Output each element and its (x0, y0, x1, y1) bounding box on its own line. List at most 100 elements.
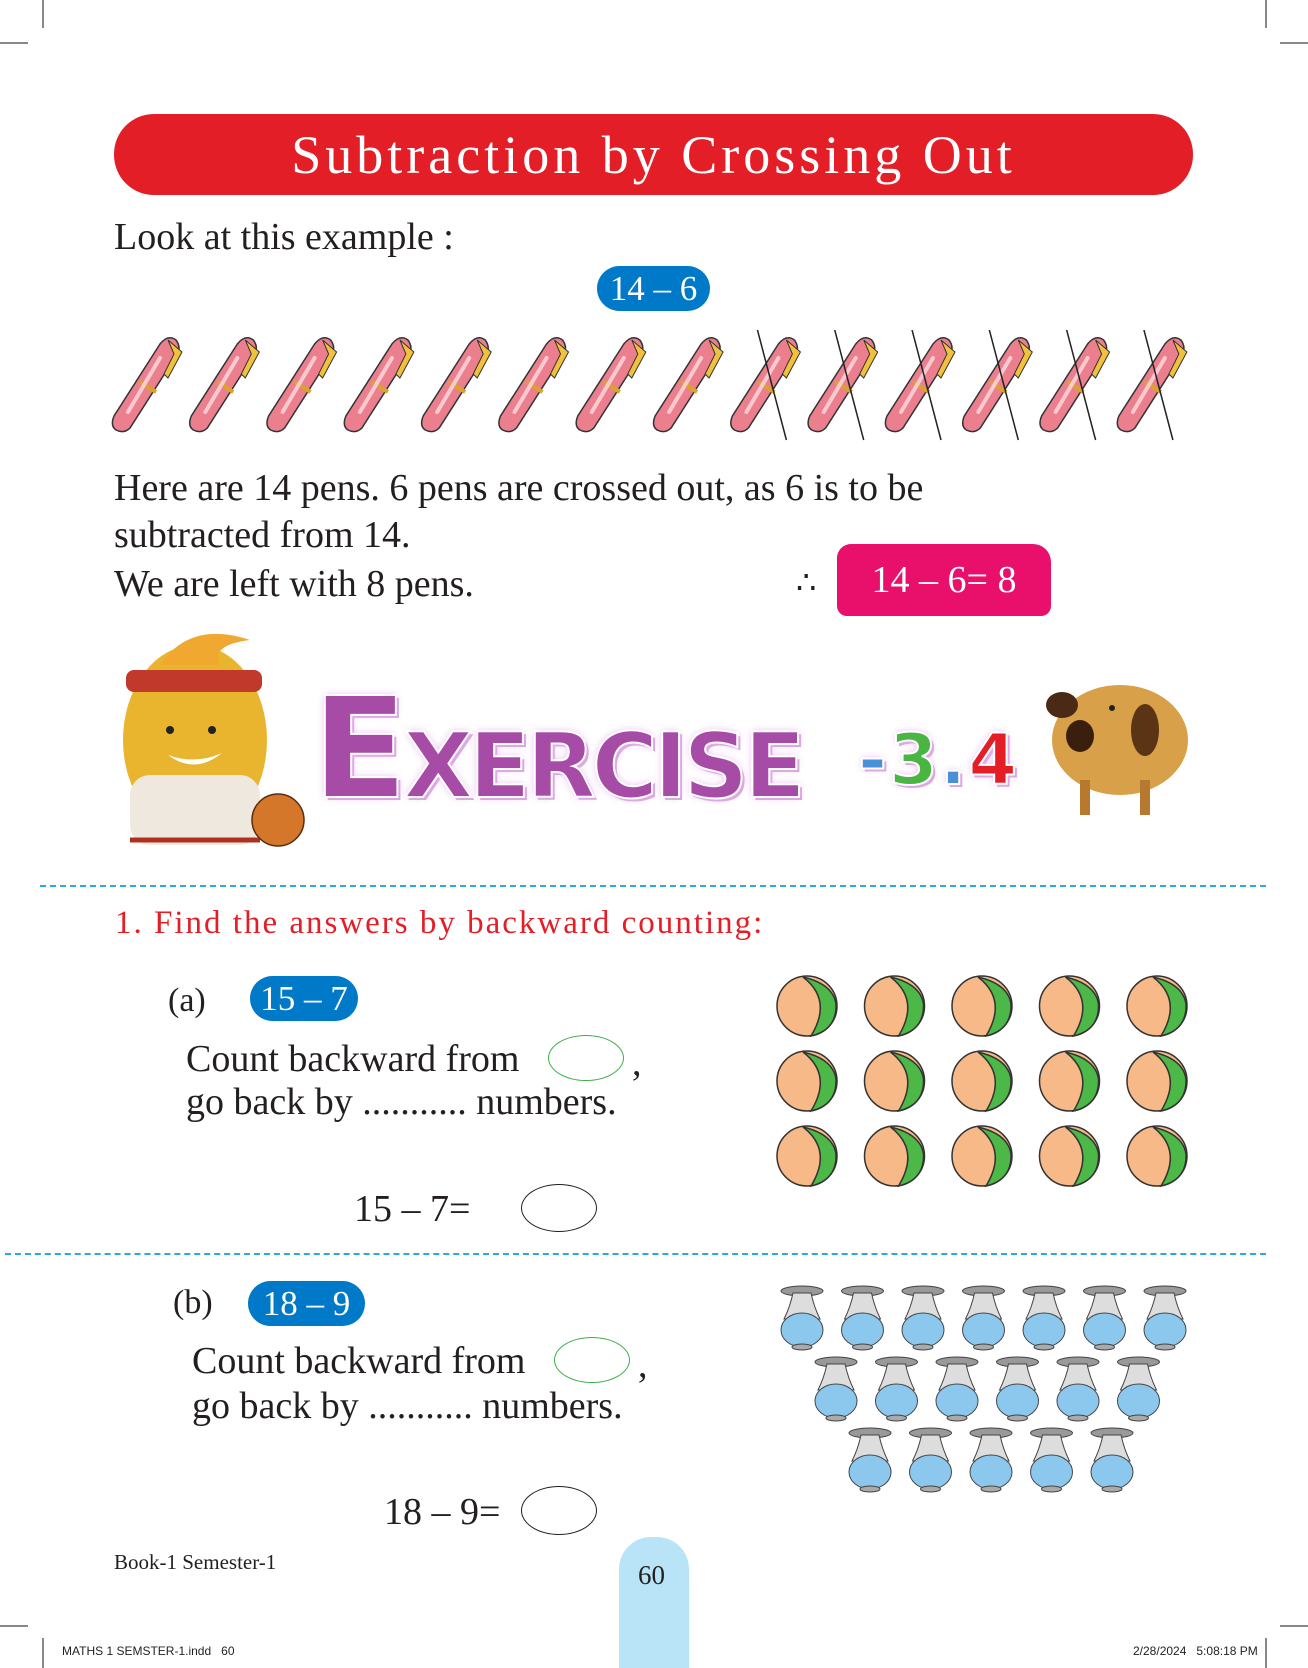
exercise-digit: 3 (888, 719, 940, 801)
pen-icon (498, 337, 570, 433)
ball-icon (776, 975, 838, 1038)
part-b-equation: 18 – 9= (384, 1491, 501, 1533)
crop-mark (0, 42, 28, 44)
page-title: Subtraction by Crossing Out (114, 114, 1193, 195)
vase-icon (1030, 1427, 1073, 1493)
ball-icon (863, 1050, 926, 1113)
exercise-word: EXERCISE (311, 667, 807, 832)
exercise-digit: 4 (967, 719, 1020, 801)
part-a-start-answer[interactable] (548, 1035, 624, 1081)
ball-icon (1126, 1050, 1188, 1113)
part-b-count-text: Count backward from (192, 1340, 526, 1382)
example-expression: 14 – 6 (597, 266, 710, 311)
vase-icon (935, 1356, 979, 1422)
comma: , (638, 1344, 648, 1386)
ball-icon (776, 1125, 838, 1188)
ball-icon (1038, 975, 1101, 1038)
ball-icon (1038, 1050, 1101, 1113)
crop-mark (1265, 0, 1267, 28)
pen-icon (575, 337, 647, 433)
part-b-start-answer[interactable] (554, 1337, 630, 1383)
vase-icon (841, 1285, 884, 1351)
explanation-line: We are left with 8 pens. (114, 563, 474, 605)
part-a-label: (a) (168, 982, 206, 1019)
mascot-illustration (123, 633, 305, 847)
file-name: MATHS 1 SEMSTER-1.indd 60 (62, 1644, 235, 1658)
part-b-label: (b) (173, 1284, 213, 1321)
question-heading: 1. Find the answers by backward counting… (115, 905, 765, 941)
vase-icon (1022, 1285, 1066, 1351)
vase-icon (780, 1285, 824, 1351)
crossed-pen-icon (1039, 330, 1111, 441)
vase-icon (901, 1285, 945, 1351)
pen-icon (420, 337, 492, 433)
part-b-answer[interactable] (521, 1486, 597, 1535)
balls-illustration (776, 975, 1188, 1188)
vase-icon (962, 1285, 1005, 1351)
result-box: 14 – 6= 8 (837, 544, 1051, 616)
page-number-tab (619, 1537, 689, 1668)
section-divider (40, 885, 1266, 887)
crossed-pen-icon (730, 330, 802, 441)
part-b-expression: 18 – 9 (248, 1281, 365, 1326)
page-number: 60 (638, 1560, 665, 1590)
comma: , (632, 1042, 642, 1084)
vase-icon (814, 1356, 858, 1422)
ball-icon (951, 1050, 1013, 1113)
ball-icon (1038, 1125, 1101, 1188)
exercise-dash: - (857, 719, 890, 801)
crossed-pen-icon (1116, 330, 1188, 441)
part-a-expression: 15 – 7 (250, 976, 358, 1021)
vase-icon (848, 1427, 892, 1493)
ball-icon (863, 1125, 926, 1188)
vase-icon (1083, 1285, 1126, 1351)
explanation-line: subtracted from 14. (114, 514, 411, 556)
section-divider (5, 1253, 1266, 1255)
pen-icon (652, 337, 724, 433)
crop-mark (0, 1625, 28, 1627)
part-a-goback-text: go back by ........... numbers. (186, 1081, 617, 1123)
part-a-count-text: Count backward from (186, 1038, 520, 1080)
ball-icon (1126, 975, 1188, 1038)
timestamp: 2/28/2024 5:08:18 PM (1133, 1644, 1258, 1658)
pen-icon (266, 337, 338, 433)
vase-icon (875, 1356, 918, 1422)
crop-mark (1280, 42, 1308, 44)
ball-icon (1126, 1125, 1188, 1188)
exercise-title: EXERCISE (311, 667, 807, 832)
intro-text: Look at this example : (114, 216, 454, 258)
part-a-answer[interactable] (521, 1184, 597, 1232)
book-label: Book-1 Semester-1 (114, 1550, 277, 1574)
exercise-dot: . (939, 719, 969, 801)
vase-icon (1056, 1356, 1100, 1422)
crossed-pen-icon (961, 330, 1033, 441)
crop-mark (1265, 1638, 1267, 1668)
crop-mark (1280, 1625, 1308, 1627)
crop-mark (42, 1638, 44, 1668)
vase-icon (1090, 1427, 1134, 1493)
explanation-line: Here are 14 pens. 6 pens are crossed out… (114, 467, 924, 509)
pen-icon (111, 337, 183, 433)
ball-icon (863, 975, 926, 1038)
vases-illustration (780, 1285, 1187, 1493)
dog-illustration (1046, 685, 1188, 815)
pen-icon (343, 337, 415, 433)
vase-icon (909, 1427, 952, 1493)
vase-icon (996, 1356, 1039, 1422)
part-b-goback-text: go back by ........... numbers. (192, 1385, 623, 1427)
crop-mark (42, 0, 44, 28)
ball-icon (951, 975, 1013, 1038)
vase-icon (969, 1427, 1013, 1493)
ball-icon (776, 1050, 838, 1113)
crossed-pen-icon (884, 330, 956, 441)
therefore-symbol: ∴ (796, 564, 817, 600)
pens-illustration (111, 330, 1188, 441)
exercise-number: -3.4 (857, 724, 1019, 796)
vase-icon (1143, 1285, 1187, 1351)
ball-icon (951, 1125, 1013, 1188)
part-a-equation: 15 – 7= (354, 1188, 471, 1230)
vase-icon (1117, 1356, 1160, 1422)
pen-icon (188, 337, 260, 433)
crossed-pen-icon (807, 330, 879, 441)
